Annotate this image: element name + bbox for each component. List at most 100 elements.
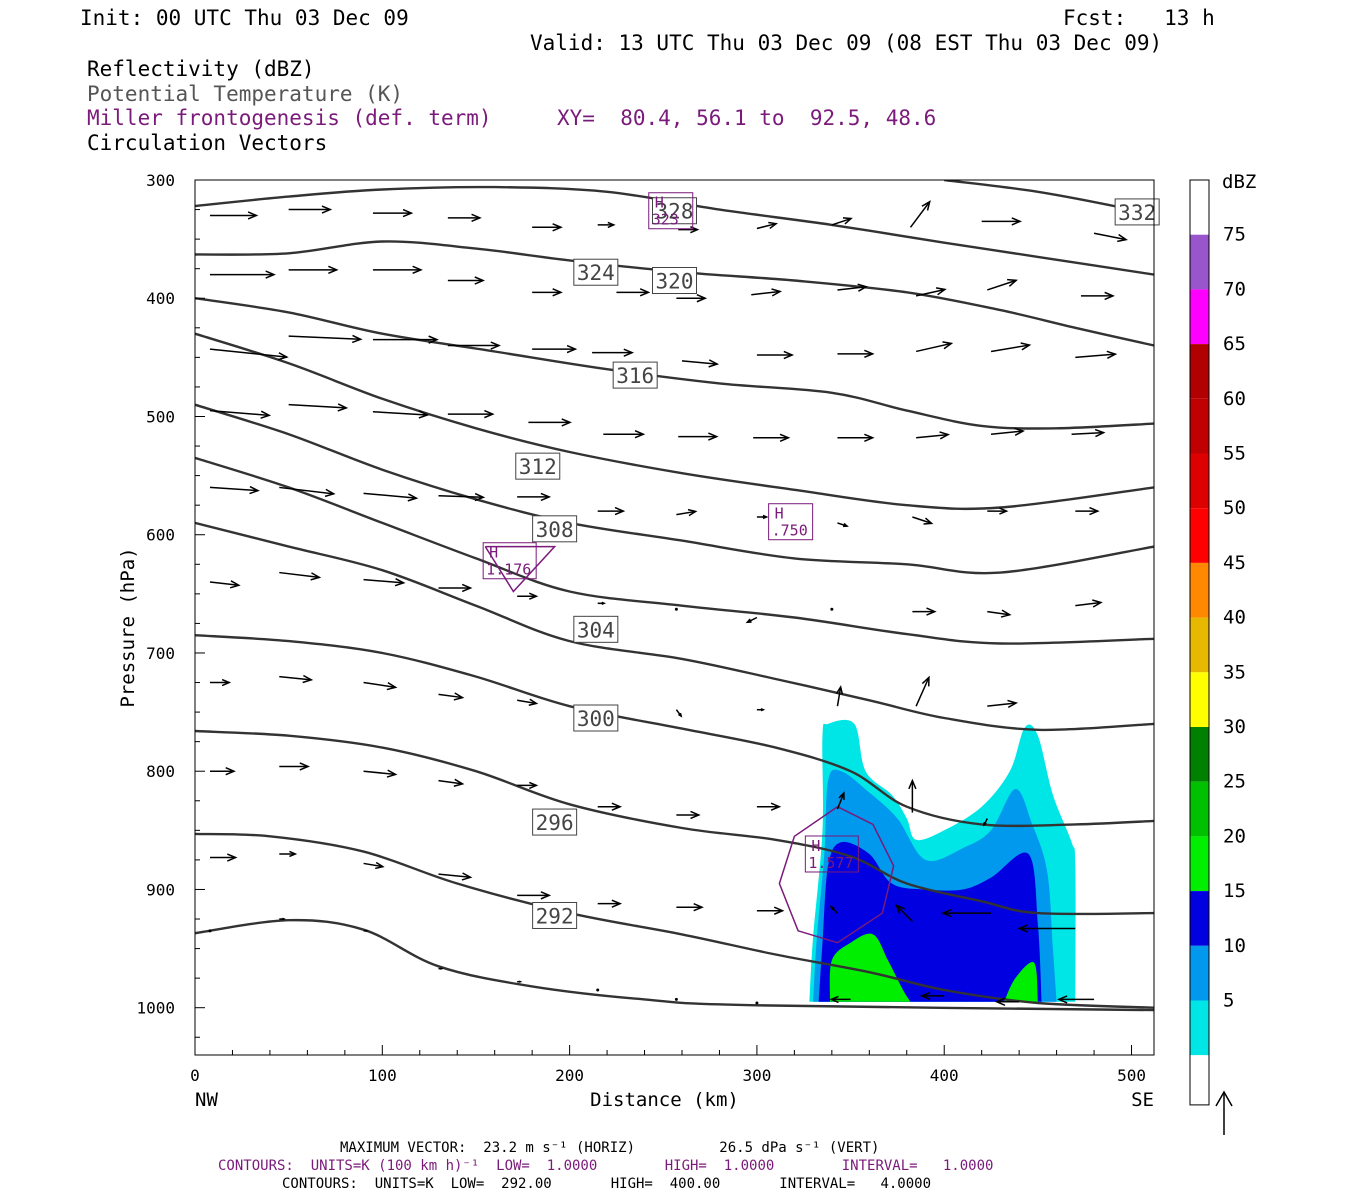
max-vector-note: MAXIMUM VECTOR: 23.2 m s⁻¹ (HORIZ) 26.5 … [340,1140,880,1156]
circulation-vector [279,571,322,581]
theta-label-box [573,615,619,643]
circulation-vector [616,288,651,297]
x-axis-label: Distance (km) [590,1089,739,1111]
theta-contour-316 [195,332,1154,511]
circulation-vector [990,427,1025,436]
theta-label-300: 300 [577,707,615,731]
circulation-vector [753,433,791,442]
circulation-vector [517,492,552,502]
circulation-vector [987,699,1019,709]
circulation-vector [363,929,369,933]
circulation-vector [835,685,844,707]
y-tick-label-700: 700 [146,644,175,663]
circulation-vector [447,341,501,350]
colorbar-label-10: 10 [1223,935,1246,957]
frontogenesis-max-label: H [655,194,664,212]
theta-label-box [612,361,658,389]
circulation-vector [915,341,954,353]
circulation-vector [517,698,539,707]
theta-label-box [652,197,697,225]
colorbar-cell-25 [1190,781,1209,837]
theta-label-box [1114,198,1160,226]
theta-contour-320 [195,297,1154,430]
circulation-vector [674,997,678,1001]
circulation-vector [990,342,1032,353]
circulation-vector [209,767,236,776]
circulation-vector [756,906,785,915]
colorbar-label-75: 75 [1223,224,1246,246]
colorbar-label-50: 50 [1223,497,1246,519]
field-potential-temperature: Potential Temperature (K) [87,82,404,106]
circulation-vector [756,708,766,712]
theta-label-312: 312 [519,455,557,479]
circulation-vector [372,335,439,344]
circulation-vector [596,988,600,992]
circulation-vector [676,903,704,912]
forecast-hour: Fcst: 13 h [1063,6,1215,30]
theta-label-324: 324 [577,261,615,285]
frontogenesis-max-value: .750 [772,522,808,540]
circulation-vector [363,861,385,870]
field-circulation-vectors: Circulation Vectors [87,131,328,155]
circulation-vector [447,213,482,223]
circulation-vector [1017,924,1076,933]
circulation-vector [208,929,212,933]
frontogenesis-max-box [804,835,859,873]
circulation-vector [674,607,678,611]
theta-label-box [573,704,619,732]
frontogenesis-max-value: 1.176 [486,561,531,579]
circulation-vector [751,288,783,297]
circulation-vector [915,675,930,707]
circulation-vector [447,276,485,285]
circulation-vector [517,980,523,983]
circulation-vector [987,609,1012,618]
circulation-vector [987,507,1009,515]
circulation-vector [279,917,287,921]
circulation-vector [209,853,238,862]
colorbar-cell-55 [1190,453,1209,509]
y-tick-label-500: 500 [146,407,175,426]
colorbar-cell-70 [1190,289,1209,345]
circulation-vector [895,904,913,922]
frontogenesis-max-box [482,542,537,580]
circulation-vector [438,778,465,787]
circulation-vector [1080,291,1115,301]
reflectivity-20dbz-region [829,933,911,1002]
circulation-vector [909,200,931,228]
colorbar-label-60: 60 [1223,388,1246,410]
circulation-vector [532,288,563,297]
circulation-vector [372,208,414,218]
colorbar-cell-bottom [1190,1055,1209,1105]
circulation-vector [438,967,444,970]
circulation-vector [675,709,683,718]
theta-label-292: 292 [536,904,574,928]
x-tick-label-0: 0 [190,1066,200,1085]
theta-label-320: 320 [656,270,694,294]
colorbar-label-20: 20 [1223,825,1246,847]
x-tick-label-200: 200 [555,1066,584,1085]
colorbar-label-40: 40 [1223,607,1246,629]
circulation-vector [831,217,853,226]
y-tick-label-900: 900 [146,880,175,899]
frontogenesis-max-label: H [489,544,498,562]
circulation-vector [1075,506,1100,516]
colorbar-label-45: 45 [1223,552,1246,574]
circulation-vector [279,674,314,684]
circulation-vector [756,221,778,230]
circulation-vector [919,991,945,1001]
theta-label-296: 296 [536,811,574,835]
valid-time: Valid: 13 UTC Thu 03 Dec 09 (08 EST Thu … [530,31,1163,55]
circulation-vector [528,418,572,427]
circulation-vector [438,692,465,701]
circulation-vector [603,430,646,439]
circulation-vector [597,506,626,516]
circulation-vector [912,516,934,525]
circulation-vector [209,270,276,279]
circulation-vector [288,265,339,275]
contour-info-frontogenesis: CONTOURS: UNITS=K (100 km h)⁻¹ LOW= 1.00… [218,1158,994,1174]
y-tick-label-800: 800 [146,762,175,781]
vector-key-vert-arrow [1215,1090,1233,1107]
circulation-vector [987,278,1018,291]
circulation-vector [837,349,875,359]
circulation-vector [517,781,539,790]
